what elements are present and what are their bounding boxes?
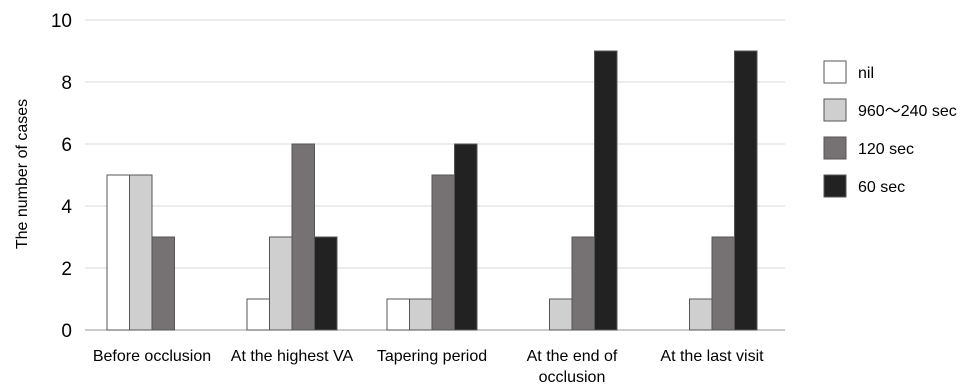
bar-60-sec (314, 236, 338, 331)
bar-960-240-sec (129, 174, 153, 331)
bar-60-sec (594, 50, 618, 331)
y-axis-title: The number of cases (14, 99, 31, 249)
legend-swatch (823, 136, 847, 160)
y-tick-label: 6 (61, 135, 72, 156)
bar-120-sec (711, 236, 735, 331)
x-category-label: At the last visit (660, 348, 764, 365)
bar-960-240-sec (689, 298, 713, 331)
bar-120-sec (431, 174, 455, 331)
bar-120-sec (291, 143, 315, 331)
legend-swatch (823, 60, 847, 84)
y-tick-label: 4 (61, 197, 72, 218)
y-tick-label: 0 (61, 321, 72, 342)
bar-120-sec (151, 236, 175, 331)
bar-nil (106, 174, 130, 331)
legend: nil 960～240 sec 120 sec 60 sec (823, 60, 957, 198)
bar-960-240-sec (409, 298, 433, 331)
bar-120-sec (571, 236, 595, 331)
bar-nil (386, 298, 410, 331)
legend-label: 960～240 sec (858, 103, 957, 120)
x-axis-categories: Before occlusion At the highest VA Taperin… (93, 348, 764, 386)
bars (106, 50, 758, 331)
legend-label: nil (858, 65, 874, 82)
y-tick-label: 10 (51, 11, 72, 32)
x-category-label: occlusion (539, 369, 606, 386)
legend-label: 120 sec (858, 141, 914, 158)
legend-swatch (823, 174, 847, 198)
x-category-label: Before occlusion (93, 348, 211, 365)
legend-label: 60 sec (858, 179, 905, 196)
bar-60-sec (454, 143, 478, 331)
bar-960-240-sec (269, 236, 293, 331)
y-tick-label: 8 (61, 73, 72, 94)
y-tick-label: 2 (61, 259, 72, 280)
bar-nil (246, 298, 270, 331)
bar-60-sec (734, 50, 758, 331)
x-category-label: At the end of (527, 348, 618, 365)
y-axis-ticks: 0 2 4 6 8 10 (51, 11, 73, 342)
x-category-label: At the highest VA (231, 348, 354, 365)
bar-960-240-sec (549, 298, 573, 331)
x-category-label: Tapering period (377, 348, 487, 365)
legend-swatch (823, 98, 847, 122)
